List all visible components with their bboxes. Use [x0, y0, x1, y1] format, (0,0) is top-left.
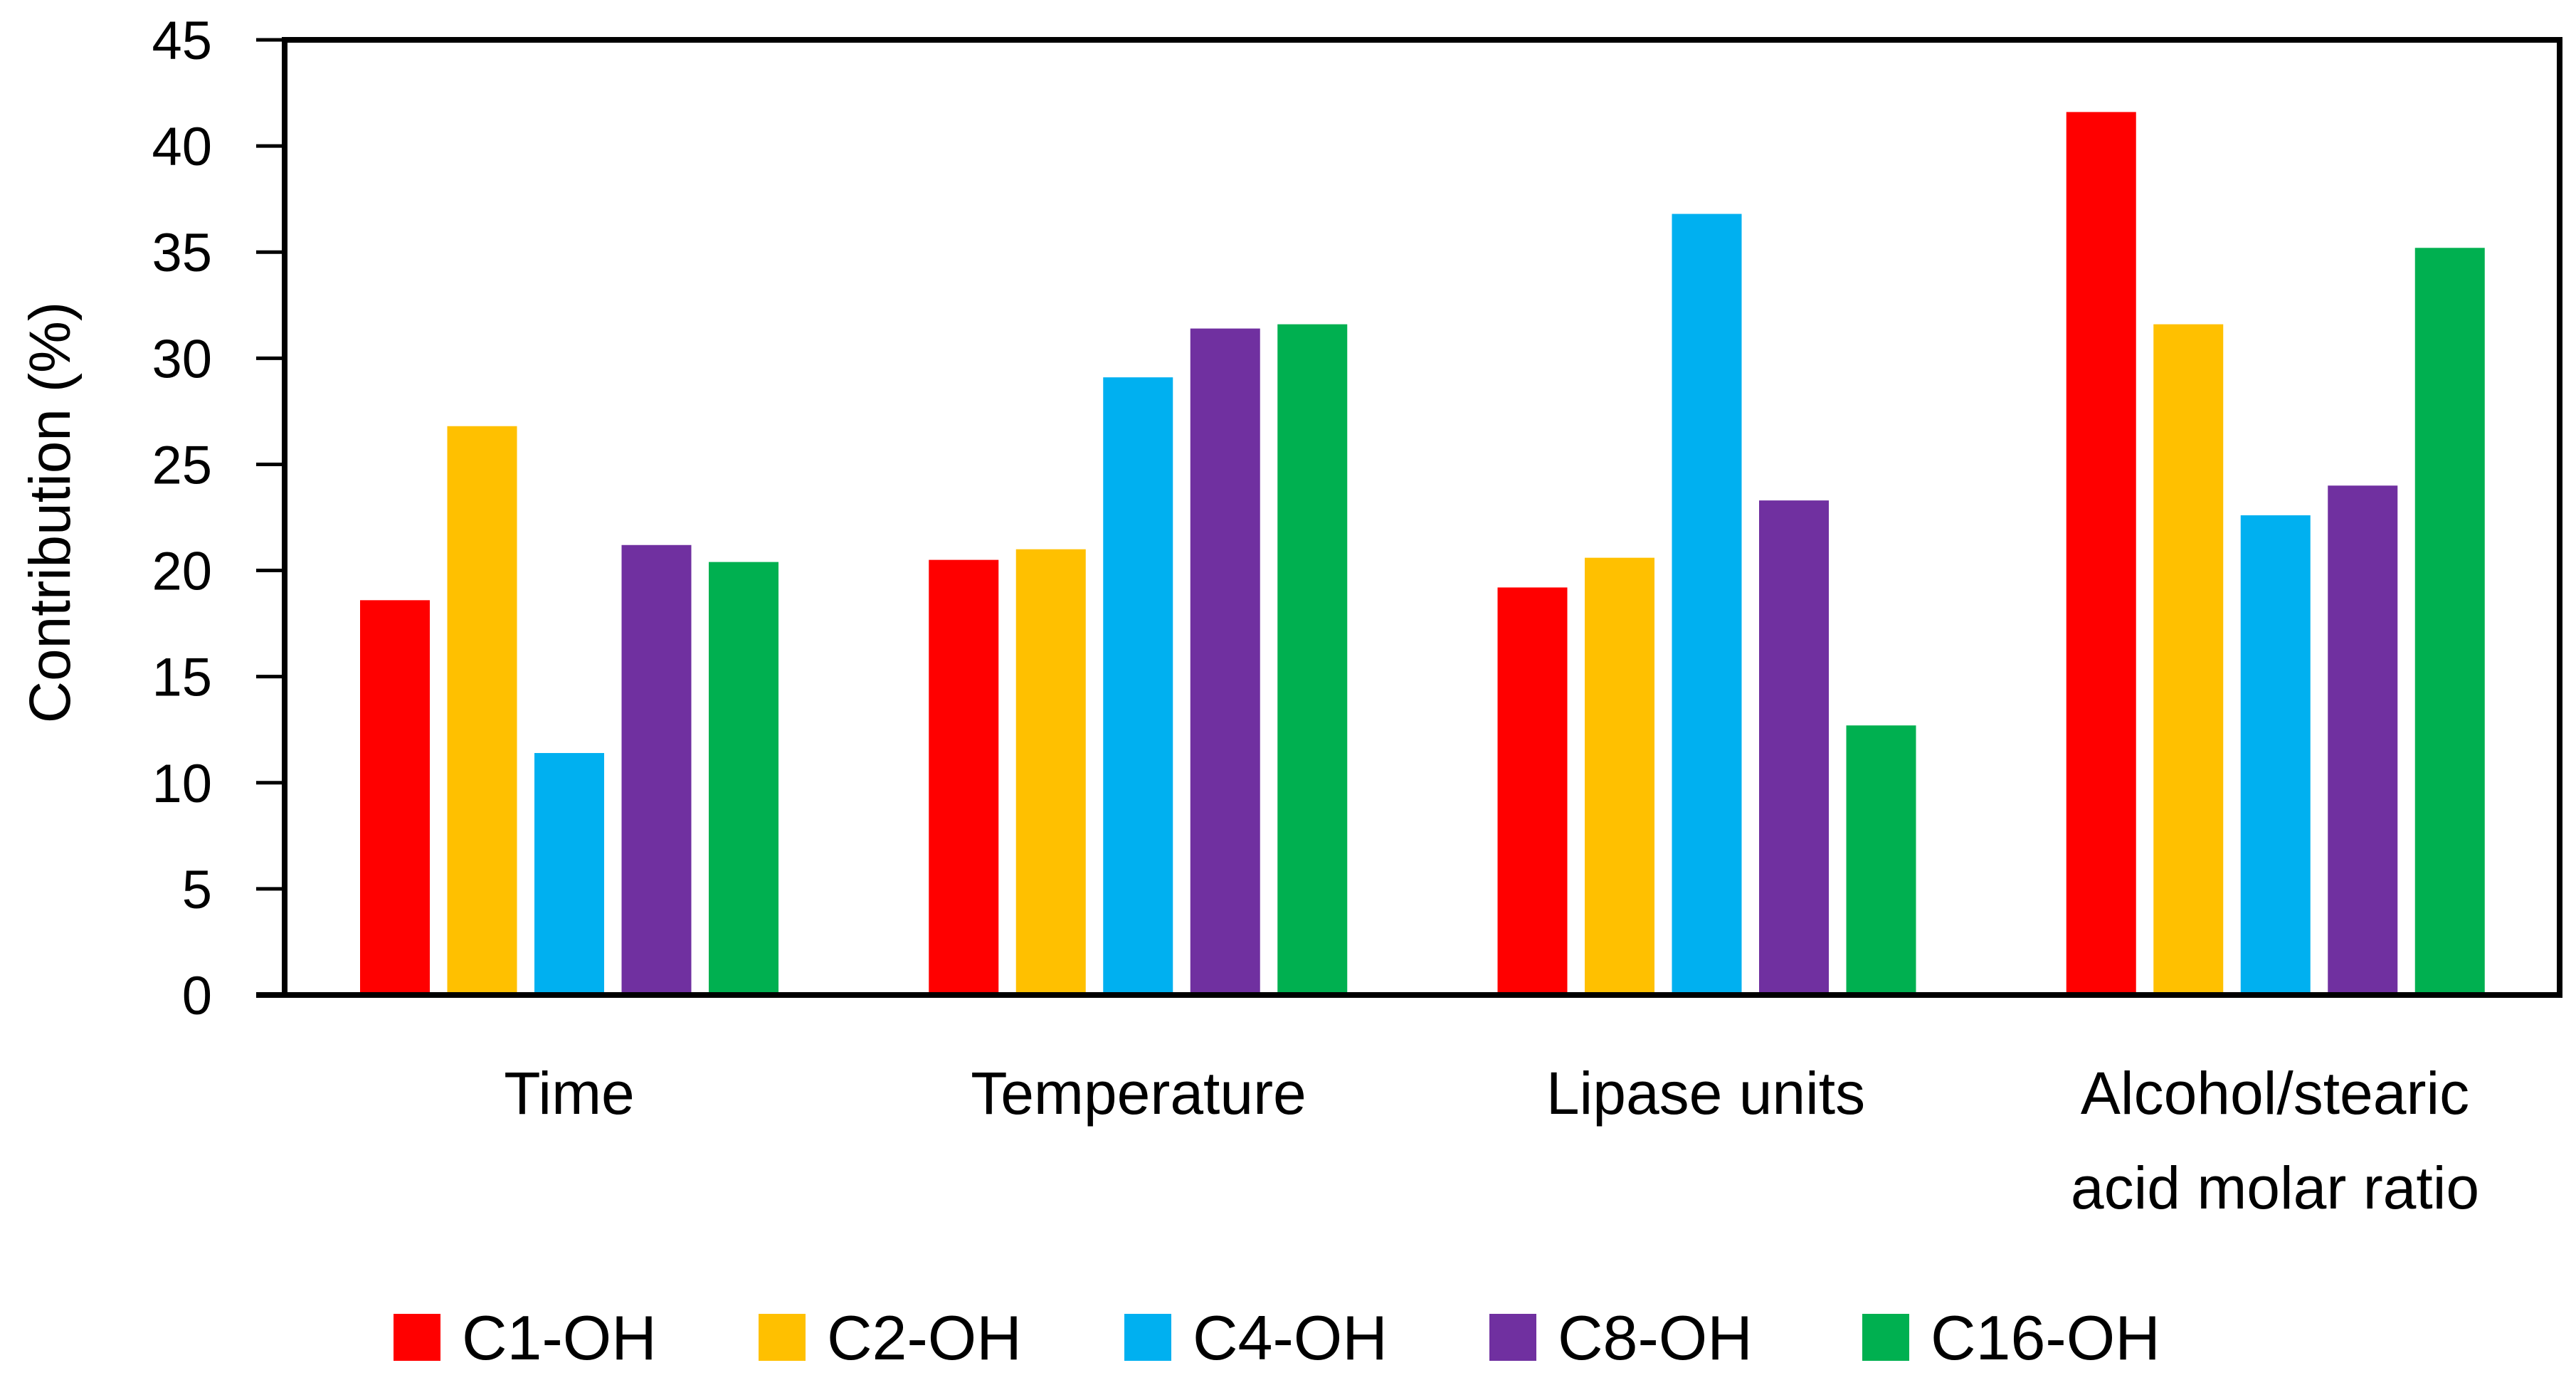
legend-swatch-c2-oh [759, 1314, 806, 1361]
category-labels: Time Temperature Lipase units Alcohol/stear… [504, 1060, 2479, 1221]
bar-c1-oh-3 [1497, 587, 1568, 995]
legend-swatch-c4-oh [1124, 1314, 1171, 1361]
y-axis-title: Contribution (%) [18, 302, 83, 723]
y-tick-label: 45 [152, 11, 212, 71]
bar-c4-oh-4 [2240, 515, 2311, 995]
bars [360, 112, 2485, 996]
bar-c8-oh-1 [621, 544, 692, 995]
bar-c1-oh-2 [929, 559, 999, 995]
y-axis-ticks: 0 5 10 15 20 25 30 35 40 45 [152, 11, 285, 1026]
legend-swatch-c8-oh [1489, 1314, 1536, 1361]
bar-c8-oh-4 [2328, 485, 2398, 995]
y-tick-label: 30 [152, 329, 212, 389]
bar-c16-oh-1 [709, 562, 778, 995]
legend-label-c16-oh: C16-OH [1931, 1302, 2160, 1373]
category-label-4-line-1: Alcohol/stearic [2081, 1060, 2469, 1127]
bar-c2-oh-1 [447, 426, 517, 995]
y-tick-label: 0 [182, 966, 212, 1026]
bar-c1-oh-4 [2066, 112, 2136, 996]
category-label-1: Time [504, 1060, 635, 1127]
category-label-4-line-2: acid molar ratio [2071, 1154, 2479, 1221]
legend-swatch-c1-oh [394, 1314, 440, 1361]
y-tick-label: 40 [152, 117, 212, 177]
category-label-3: Lipase units [1546, 1060, 1865, 1127]
legend-label-c1-oh: C1-OH [462, 1302, 657, 1373]
bar-c8-oh-2 [1190, 328, 1260, 995]
legend-label-c8-oh: C8-OH [1558, 1302, 1753, 1373]
bar-c16-oh-2 [1277, 324, 1348, 995]
y-tick-label: 20 [152, 542, 212, 602]
legend-swatch-c16-oh [1862, 1314, 1909, 1361]
y-tick-label: 10 [152, 754, 212, 814]
plot-frame-group [256, 37, 2562, 998]
y-tick-label: 5 [182, 860, 212, 920]
category-label-2: Temperature [971, 1060, 1307, 1127]
bar-c4-oh-2 [1103, 377, 1173, 995]
bar-c4-oh-1 [534, 753, 604, 995]
bar-c2-oh-2 [1015, 549, 1086, 995]
bar-c16-oh-3 [1846, 725, 1916, 995]
y-tick-label: 15 [152, 648, 212, 708]
bar-c8-oh-3 [1759, 500, 1829, 995]
bar-c1-oh-1 [360, 600, 430, 995]
bar-c4-oh-3 [1672, 214, 1742, 995]
legend: C1-OH C2-OH C4-OH C8-OH C16-OH [394, 1302, 2160, 1373]
bar-c16-oh-4 [2414, 248, 2485, 995]
legend-label-c4-oh: C4-OH [1193, 1302, 1388, 1373]
bar-c2-oh-4 [2153, 324, 2224, 995]
y-tick-label: 35 [152, 223, 212, 283]
y-tick-label: 25 [152, 435, 212, 495]
bar-c2-oh-3 [1585, 557, 1654, 995]
legend-label-c2-oh: C2-OH [827, 1302, 1022, 1373]
